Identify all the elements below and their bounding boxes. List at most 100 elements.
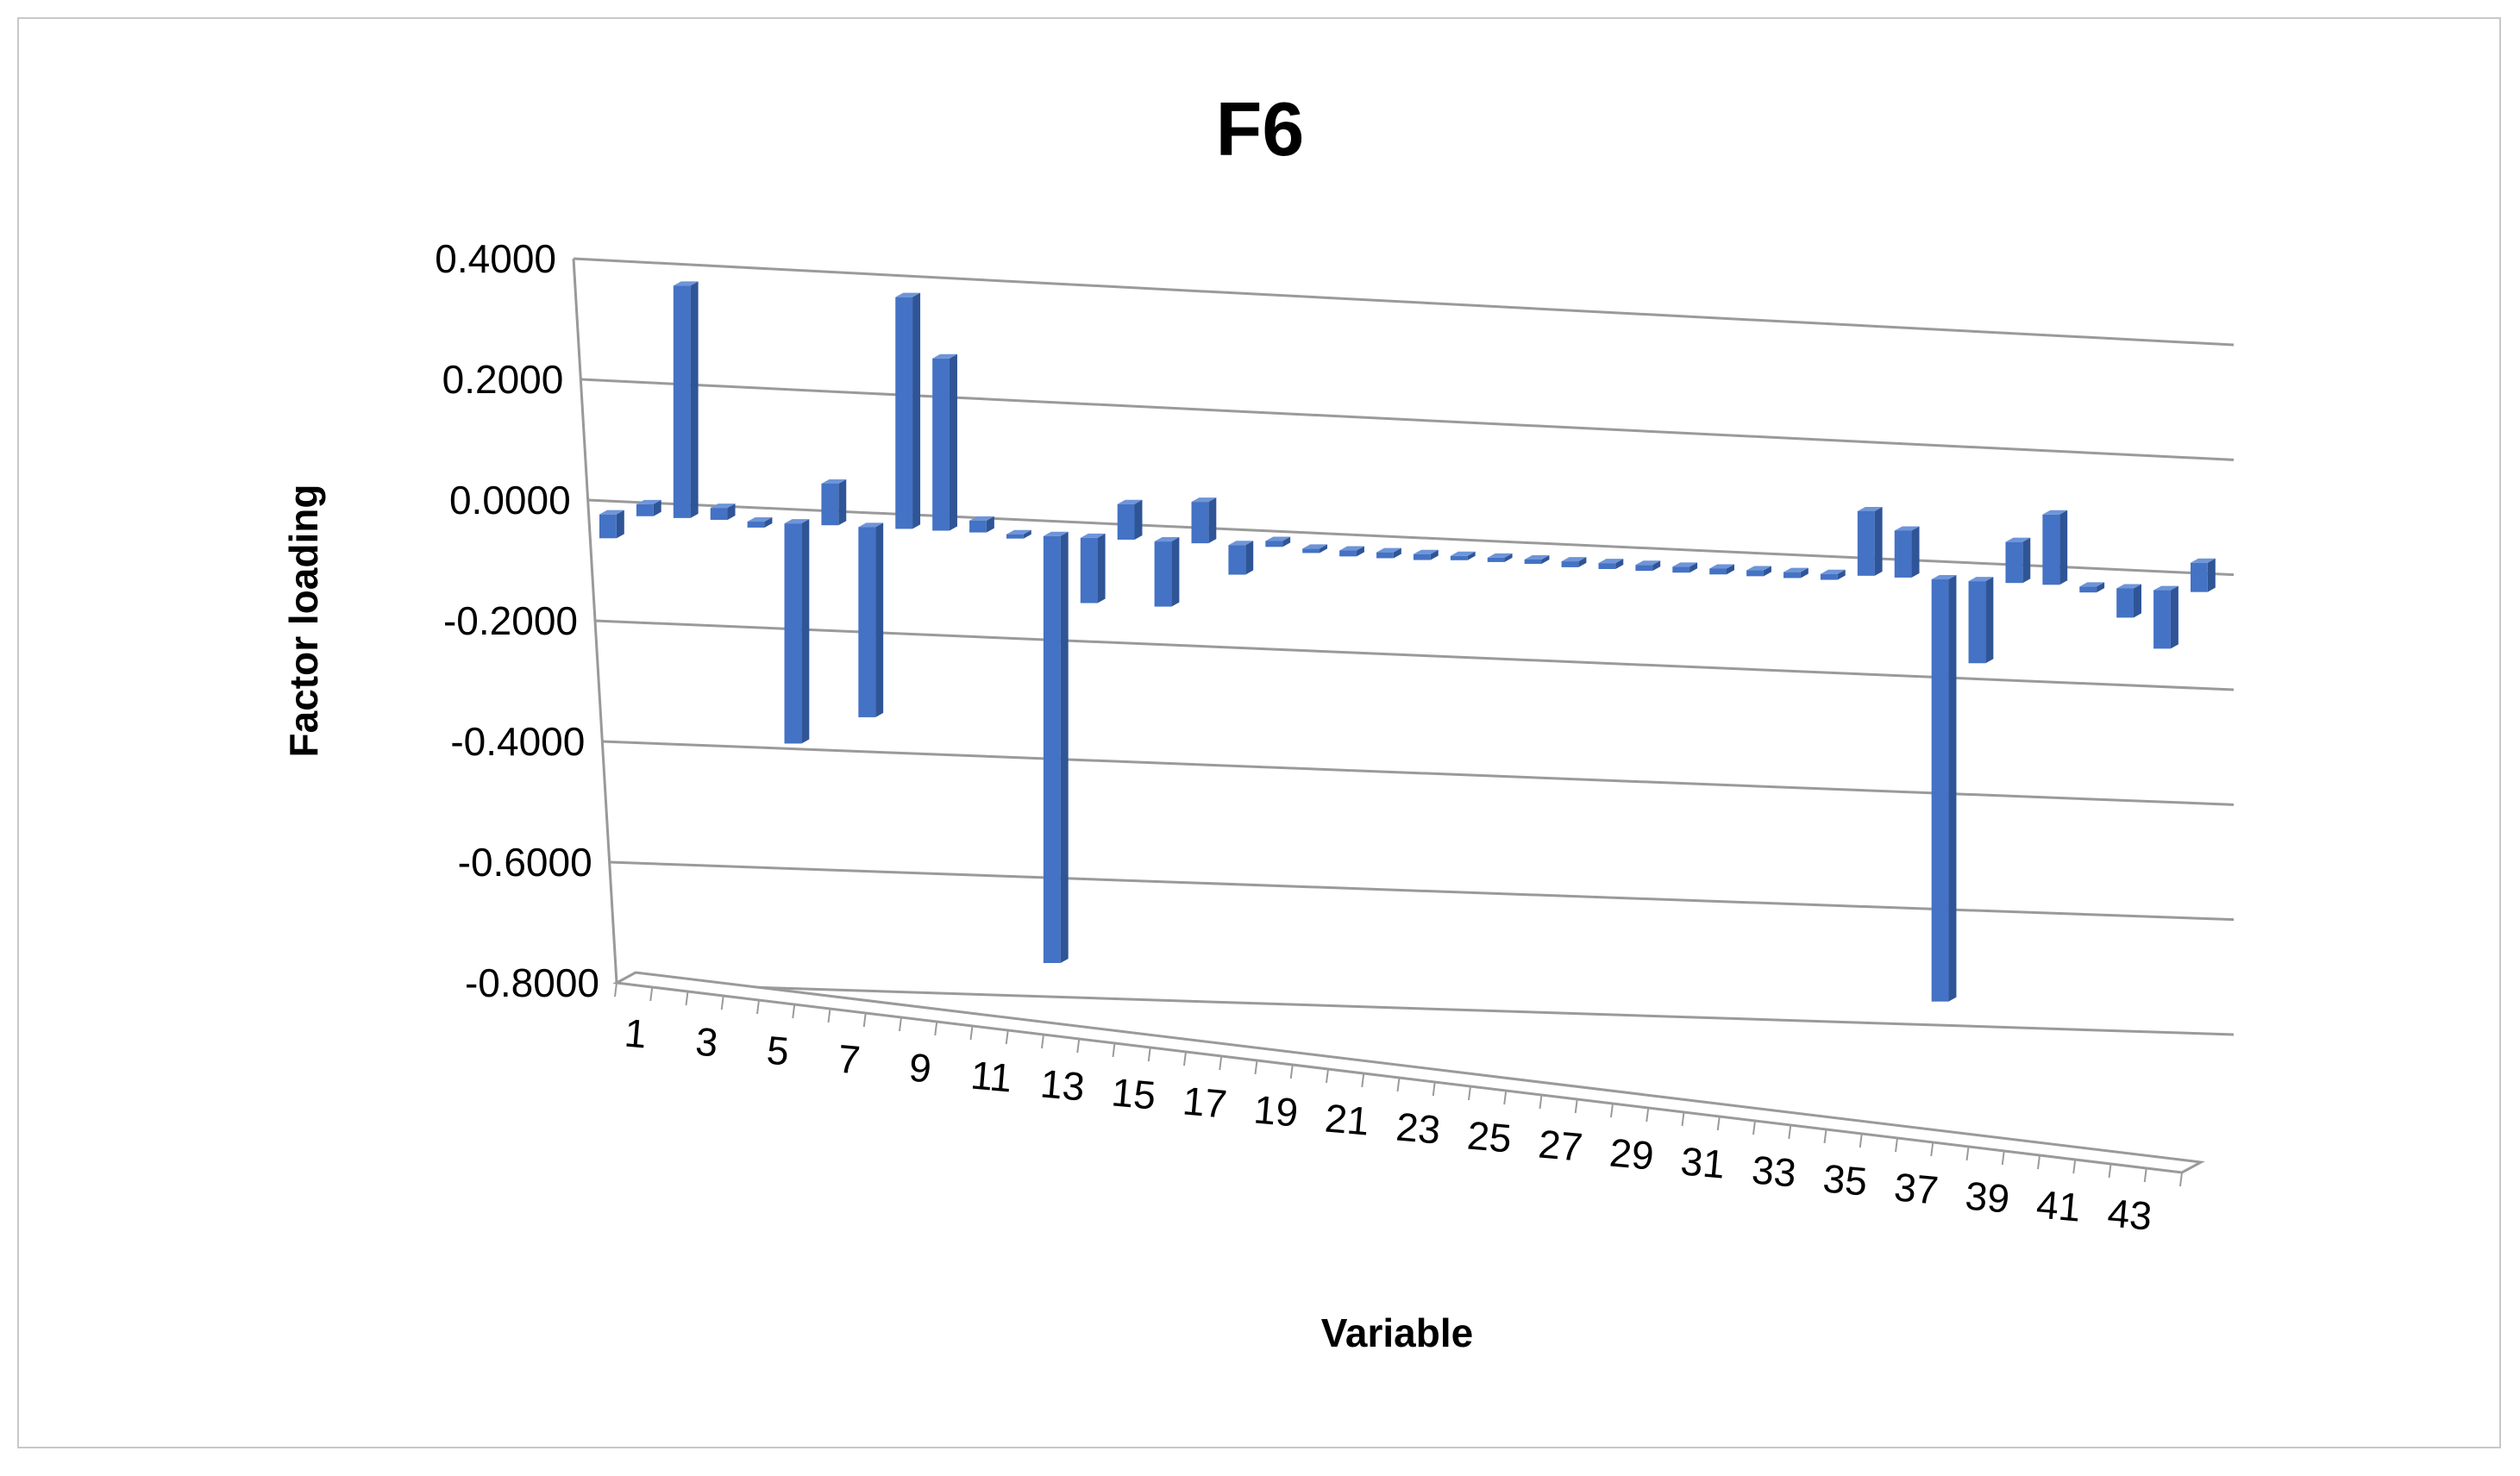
bar-side (653, 499, 661, 516)
bar-21 (1339, 546, 1364, 557)
x-axis-ticks: 1 3 5 7 9 11 13 15 17 19 21 23 25 27 29 31 33 35 37 39 41 43 (614, 982, 2183, 1239)
bar-side (1689, 562, 1698, 573)
x-tick-mark (934, 1021, 938, 1036)
bar-top (821, 478, 847, 484)
bar-top (1339, 546, 1364, 551)
x-tick-mark (1112, 1042, 1116, 1058)
bar-top (2116, 584, 2141, 589)
y-axis-title: Factor loading (281, 485, 326, 758)
bar-top (747, 517, 773, 522)
bar-face (1450, 555, 1468, 560)
bar-side (764, 517, 773, 528)
x-tick-mark (649, 986, 654, 1002)
bar-face (1117, 503, 1135, 540)
bar-side (2097, 582, 2105, 593)
bar-face (2191, 562, 2208, 592)
bar-side (1320, 544, 1328, 554)
bar-22 (1376, 547, 1401, 559)
bar-face (710, 508, 728, 520)
bar-14 (1080, 533, 1106, 604)
bar-side (1652, 560, 1661, 572)
bar-top (2191, 558, 2216, 563)
bar-face (821, 483, 839, 526)
bar-side (1763, 566, 1771, 577)
bar-top (932, 353, 957, 359)
bar-side (1985, 577, 1994, 664)
bar-top (1117, 499, 1143, 504)
x-tick-label: 27 (1537, 1121, 1585, 1169)
bar-side (2022, 537, 2031, 584)
bar-3 (673, 281, 699, 518)
x-tick-mark (1539, 1094, 1543, 1110)
bar-side (616, 510, 624, 539)
x-tick-mark (969, 1025, 974, 1041)
bar-side (2207, 558, 2216, 592)
x-tick-mark (1788, 1124, 1792, 1140)
bar-1 (599, 510, 624, 539)
bar-face (1894, 530, 1912, 578)
bar-top (1080, 533, 1106, 538)
bar-top (599, 510, 624, 515)
bar-top (1154, 537, 1180, 542)
y-tick-label: 0.0000 (449, 478, 571, 522)
bar-top (1524, 554, 1550, 560)
x-tick-mark (720, 995, 724, 1010)
x-tick-mark (1752, 1120, 1756, 1135)
bar-side (2133, 584, 2141, 618)
bar-top (2079, 582, 2105, 587)
x-tick-mark (1681, 1111, 1685, 1127)
bar-side (1541, 554, 1550, 564)
x-tick-label: 29 (1608, 1129, 1656, 1178)
bar-side (1578, 557, 1587, 567)
bar-face (1006, 534, 1024, 539)
x-tick-label: 33 (1750, 1147, 1798, 1195)
x-tick-mark (1503, 1090, 1508, 1105)
x-tick-mark (1823, 1129, 1827, 1144)
x-tick-mark (1895, 1137, 1898, 1153)
bar-top (1857, 506, 1883, 511)
bar-40 (2042, 510, 2068, 585)
bar-20 (1302, 544, 1328, 554)
bar-18 (1228, 541, 1254, 575)
y-tick-label: -0.8000 (465, 960, 599, 1005)
bar-41 (2079, 582, 2105, 593)
bar-side (1727, 564, 1735, 575)
bar-top (1228, 541, 1254, 546)
bar-side (912, 292, 921, 529)
bar-top (1894, 526, 1920, 531)
gridline (602, 740, 2235, 806)
bar-side (986, 516, 994, 533)
bar-face (1487, 557, 1505, 562)
x-tick-mark (1254, 1060, 1258, 1075)
bar-face (1376, 552, 1394, 559)
gridline (587, 498, 2235, 577)
bar-side (1615, 559, 1624, 570)
bar-face (858, 527, 876, 717)
bar-face (1080, 537, 1098, 604)
bar-39 (2005, 537, 2031, 584)
x-tick-mark (685, 991, 689, 1006)
bar-7 (821, 478, 847, 526)
chart-floor (612, 971, 2205, 1174)
bar-top (673, 281, 699, 286)
bar-face (1302, 548, 1320, 554)
bar-face (2079, 586, 2097, 593)
bar-6 (784, 519, 810, 744)
x-tick-mark (1610, 1103, 1614, 1118)
x-tick-mark (2001, 1150, 2005, 1166)
bar-top (2042, 510, 2068, 515)
bar-face (1820, 573, 1838, 580)
bar-side (838, 478, 847, 526)
bar-34 (1820, 569, 1846, 580)
x-tick-mark (2143, 1167, 2147, 1183)
bar-side (1467, 551, 1476, 560)
x-tick-mark (1574, 1098, 1578, 1114)
bar-16 (1154, 537, 1180, 607)
bar-top (1968, 577, 1994, 582)
x-tick-mark (1432, 1081, 1436, 1097)
y-tick-label: -0.2000 (443, 598, 578, 643)
x-tick-label: 1 (623, 1010, 649, 1057)
bar-top (1265, 536, 1291, 541)
bar-face (784, 523, 802, 744)
